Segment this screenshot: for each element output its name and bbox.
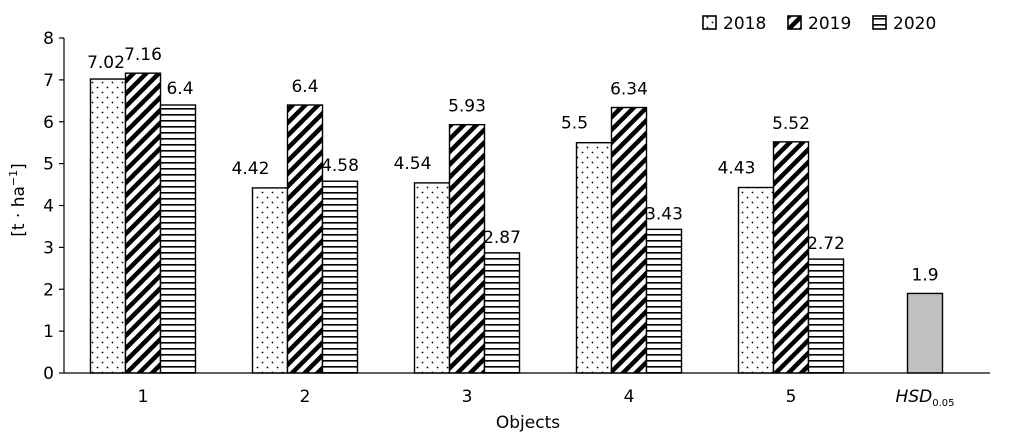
value-label: 7.02 — [87, 53, 125, 73]
legend-label-2020: 2020 — [893, 14, 936, 34]
value-label: 4.43 — [718, 158, 756, 178]
x-axis: 1 2 3 4 5 HSD0.05 — [64, 372, 990, 409]
y-tick-label: 3 — [43, 238, 54, 258]
value-label: 6.4 — [291, 77, 318, 97]
x-tick-label: 4 — [624, 387, 635, 407]
y-axis: 0 1 2 3 4 5 6 7 8 — [43, 29, 65, 384]
y-tick-label: 1 — [43, 322, 54, 342]
bar-2018-1 — [89, 78, 127, 374]
value-label: 3.43 — [645, 204, 683, 224]
x-tick-label-hsd: HSD0.05 — [896, 387, 955, 409]
bar-2018-3 — [413, 182, 451, 374]
bar-2018-5 — [737, 186, 775, 374]
bar-hsd — [906, 292, 944, 374]
legend-swatch-2020 — [872, 15, 887, 30]
bar-2019-1 — [124, 72, 162, 374]
legend: 2018 2019 2020 — [702, 14, 936, 34]
hsd-label-text: HSD — [896, 387, 933, 407]
legend-swatch-2018 — [702, 15, 717, 30]
y-tick-label: 6 — [43, 113, 54, 133]
value-label-hsd: 1.9 — [911, 265, 938, 285]
bar-2019-4 — [610, 106, 648, 374]
value-label: 4.58 — [321, 156, 359, 176]
bar-2018-4 — [575, 141, 613, 374]
y-tick-label: 2 — [43, 280, 54, 300]
y-axis-title: [t · ha−1] — [7, 163, 29, 237]
legend-swatch-2019 — [787, 15, 802, 30]
y-axis-title-text: [t · ha — [9, 186, 29, 237]
value-label: 7.16 — [124, 45, 162, 65]
legend-label-2018: 2018 — [723, 14, 766, 34]
bar-2020-1 — [159, 104, 197, 374]
bar-2020-3 — [483, 252, 521, 374]
bar-2019-5 — [772, 141, 810, 374]
y-axis-title-suffix: ] — [9, 163, 29, 170]
legend-label-2019: 2019 — [808, 14, 851, 34]
y-tick-label: 0 — [43, 364, 54, 384]
bar-2020-5 — [807, 258, 845, 374]
y-tick-label: 5 — [43, 155, 54, 175]
hsd-label-subscript: 0.05 — [932, 398, 954, 409]
bar-2020-2 — [321, 180, 359, 374]
value-label: 5.93 — [448, 97, 486, 117]
bar-2018-2 — [251, 187, 289, 374]
value-label: 2.87 — [483, 228, 521, 248]
x-axis-title: Objects — [496, 413, 560, 432]
x-tick-label: 3 — [462, 387, 473, 407]
y-tick-label: 7 — [43, 71, 54, 91]
value-label: 6.34 — [610, 80, 648, 100]
bar-2019-3 — [448, 123, 486, 374]
y-tick-label: 4 — [43, 197, 54, 217]
value-label: 5.52 — [772, 114, 810, 134]
bar-2019-2 — [286, 104, 324, 374]
value-label: 2.72 — [807, 234, 845, 254]
value-labels: 7.02 7.166.44.426.44.58 4.545.932.875.56.3… — [87, 45, 938, 285]
value-label: 6.4 — [166, 79, 193, 99]
value-label: 5.5 — [561, 114, 588, 134]
x-tick-label: 5 — [786, 387, 797, 407]
bar-2020-4 — [645, 228, 683, 374]
value-label: 4.42 — [232, 159, 270, 179]
value-label: 4.54 — [394, 154, 432, 174]
x-tick-label: 2 — [300, 387, 311, 407]
y-tick-label: 8 — [43, 29, 54, 49]
bars — [89, 72, 944, 374]
x-tick-label: 1 — [138, 387, 149, 407]
y-axis-title-superscript: −1 — [7, 170, 20, 186]
